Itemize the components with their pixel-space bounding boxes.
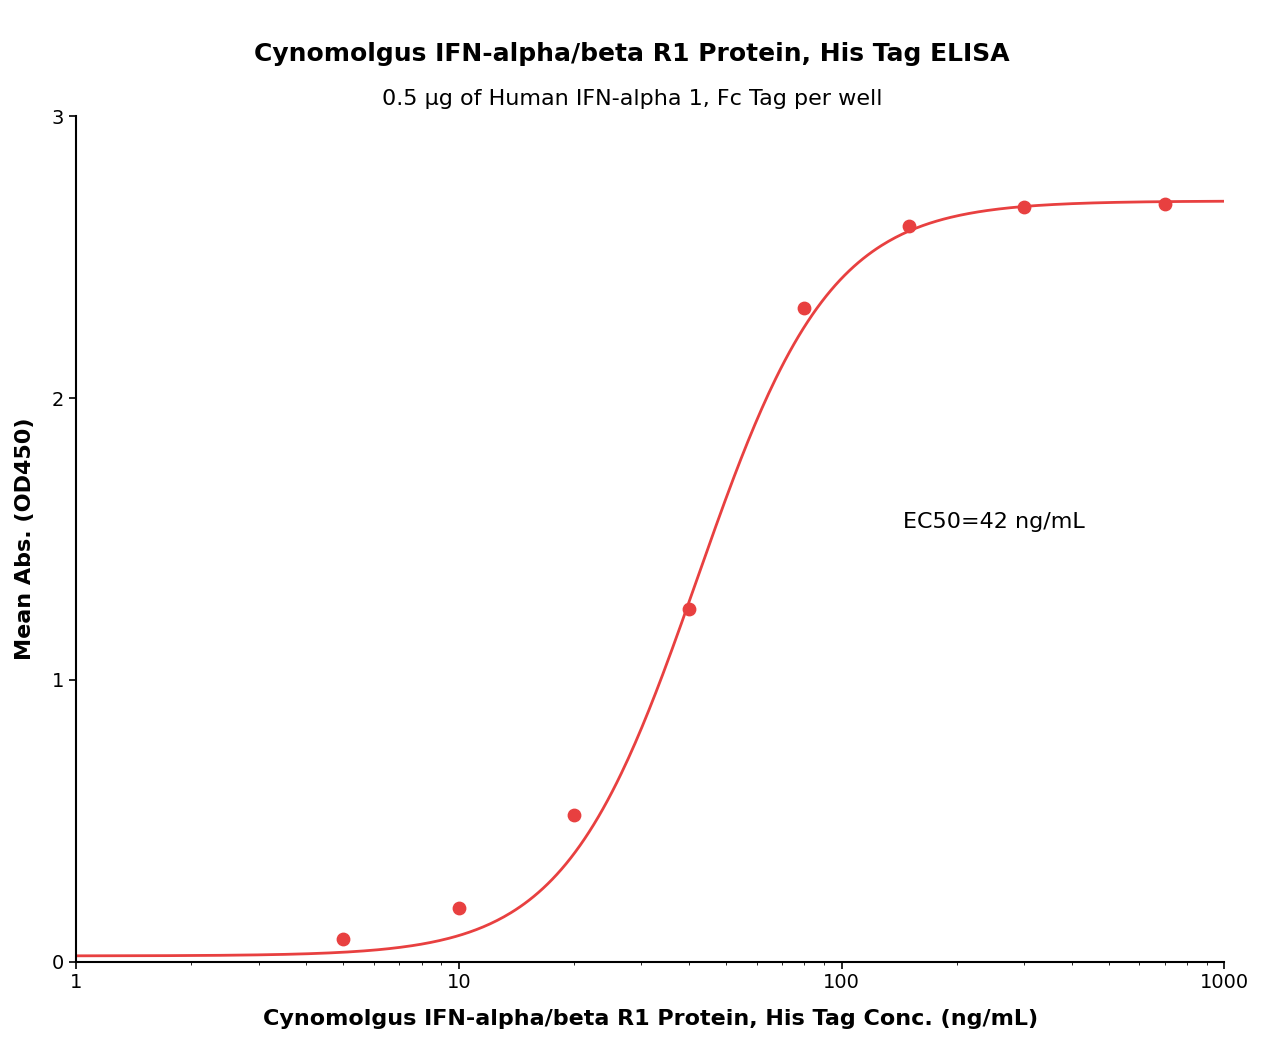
Point [564,807,584,824]
Point [1155,195,1176,212]
Text: EC50=42 ng/mL: EC50=42 ng/mL [902,513,1085,532]
Point [899,218,919,235]
Point [334,930,354,947]
Point [449,900,469,917]
Point [679,601,699,618]
Text: Cynomolgus IFN-alpha/beta R1 Protein, His Tag ELISA: Cynomolgus IFN-alpha/beta R1 Protein, Hi… [254,42,1010,66]
X-axis label: Cynomolgus IFN-alpha/beta R1 Protein, His Tag Conc. (ng/mL): Cynomolgus IFN-alpha/beta R1 Protein, Hi… [263,1009,1038,1029]
Y-axis label: Mean Abs. (OD450): Mean Abs. (OD450) [15,418,35,660]
Point [794,300,814,316]
Text: 0.5 μg of Human IFN-alpha 1, Fc Tag per well: 0.5 μg of Human IFN-alpha 1, Fc Tag per … [382,89,882,109]
Point [1014,198,1034,215]
